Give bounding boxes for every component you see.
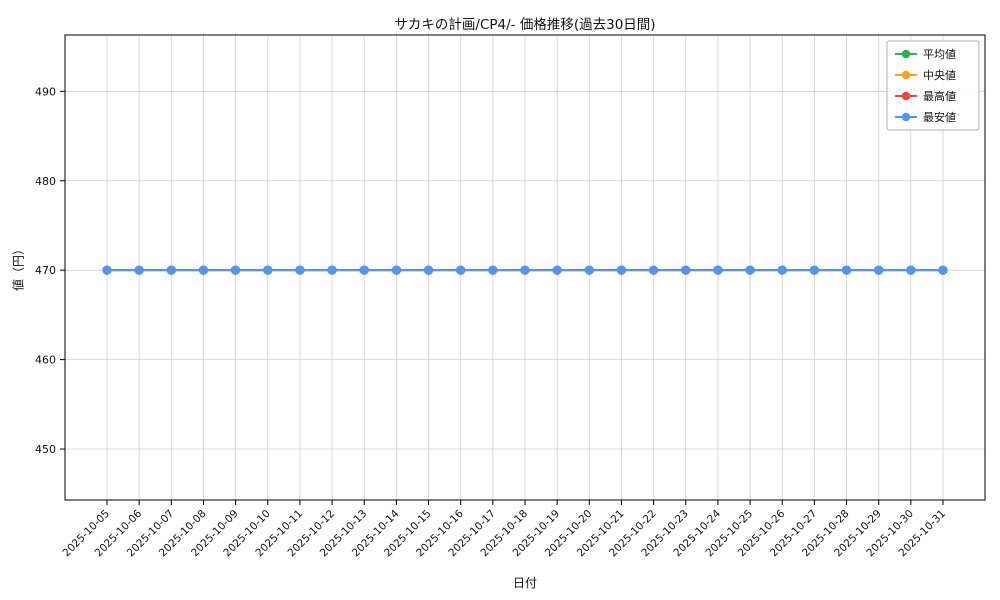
x-axis-label: 日付 [512, 576, 537, 590]
data-point-marker [809, 265, 819, 275]
data-point-marker [584, 265, 594, 275]
y-tick-label: 460 [35, 354, 56, 367]
data-point-marker [906, 265, 916, 275]
y-tick-label: 470 [35, 264, 56, 277]
series-3 [102, 265, 948, 275]
data-point-marker [616, 265, 627, 275]
data-point-marker [327, 265, 337, 275]
data-point-marker [231, 265, 241, 275]
data-point-marker [295, 265, 305, 275]
legend-marker [901, 91, 911, 101]
data-point-marker [520, 265, 530, 275]
data-point-marker [488, 265, 498, 275]
data-point-marker [391, 265, 401, 275]
legend-item: 平均値 [895, 48, 956, 61]
data-point-marker [841, 265, 852, 275]
legend-label: 中央値 [923, 69, 956, 82]
data-point-marker [649, 265, 659, 275]
data-point-marker [938, 265, 948, 275]
data-point-marker [263, 265, 273, 275]
data-point-marker [102, 265, 112, 275]
legend-marker [901, 70, 911, 80]
legend-box [886, 40, 980, 131]
data-point-marker [552, 265, 562, 275]
y-axis-ticks: 450 460 470 480 490 [35, 85, 65, 456]
legend-label: 最高値 [923, 89, 956, 103]
data-point-marker [745, 265, 755, 275]
legend-label: 平均値 [923, 48, 956, 61]
chart-title: サカキの計画/CP4/- 価格推移(過去30日間) [394, 17, 656, 33]
legend-item: 中央値 [895, 69, 956, 82]
x-axis-ticks: 2025-10-052025-10-062025-10-072025-10-08… [60, 500, 948, 559]
data-point-marker [423, 265, 434, 275]
legend-marker [901, 112, 911, 122]
legend-label: 最安値 [923, 110, 956, 124]
data-point-marker [359, 265, 369, 275]
legend-item: 最安値 [895, 110, 956, 124]
data-point-marker [777, 265, 787, 275]
data-point-marker [681, 265, 691, 275]
y-tick-label: 480 [35, 175, 56, 188]
data-point-marker [874, 265, 884, 275]
y-tick-label: 490 [35, 85, 56, 98]
legend-marker [901, 49, 911, 59]
y-tick-label: 450 [35, 443, 56, 456]
legend-item: 最高値 [895, 89, 956, 103]
data-point-marker [713, 265, 723, 275]
data-point-marker [456, 265, 466, 275]
data-point-marker [198, 265, 209, 275]
y-axis-label: 値（円） [11, 242, 26, 292]
data-point-marker [134, 265, 144, 275]
data-point-marker [166, 265, 176, 275]
